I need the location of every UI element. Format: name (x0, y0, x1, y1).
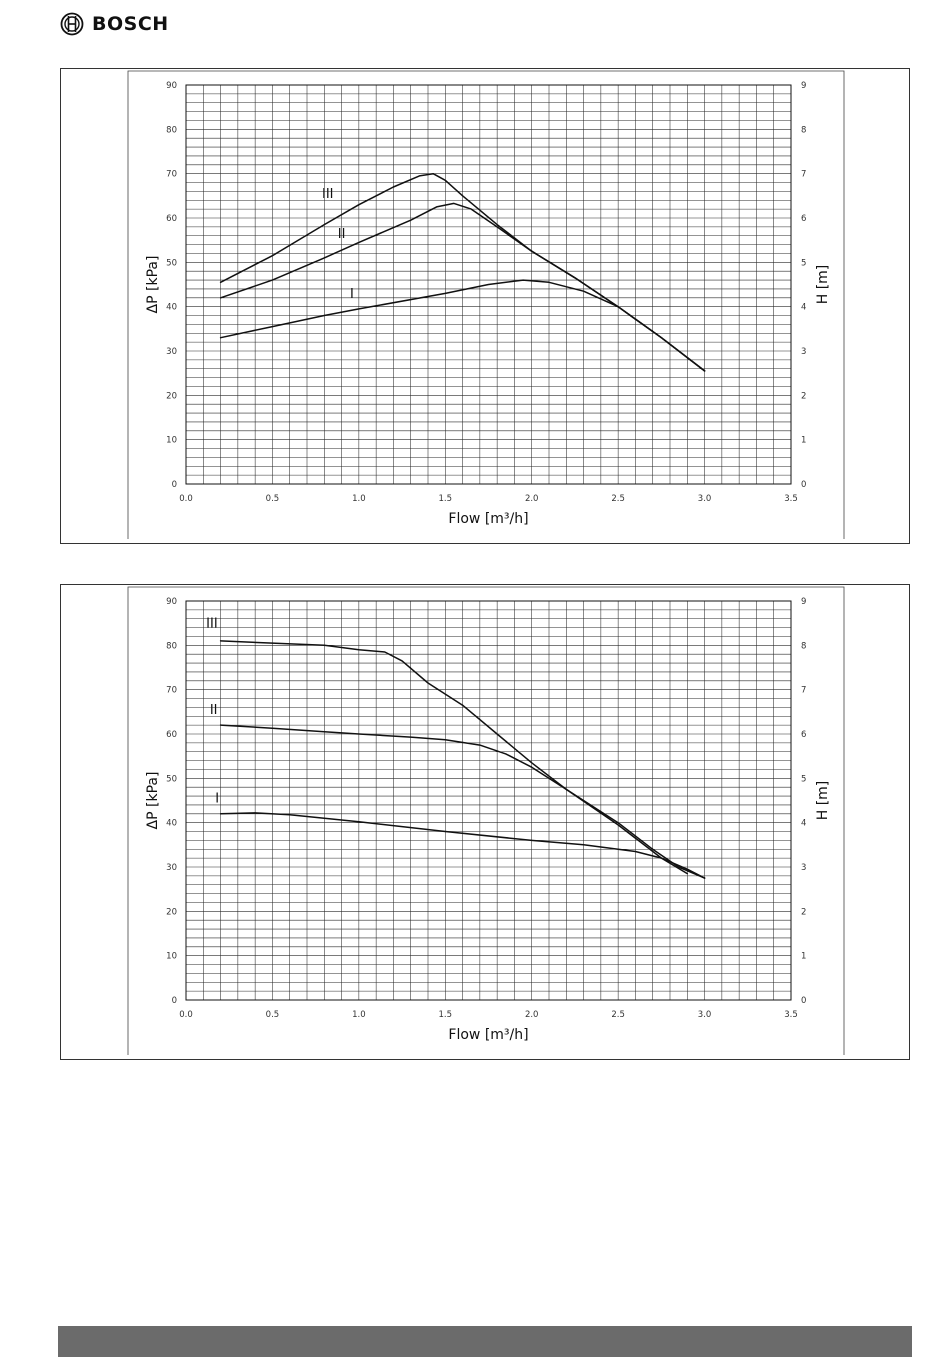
footer-bar (58, 1326, 912, 1357)
chart-1-y2-axis-title: H [m] (815, 265, 831, 305)
chart-2-x-axis-title: Flow [m³/h] (448, 1027, 528, 1043)
chart-2-y-tick-label: 80 (166, 641, 177, 651)
brand-name: BOSCH (92, 13, 169, 35)
chart-2-x-tick-label: 1.0 (352, 1010, 366, 1020)
chart-2-y2-tick-label: 3 (801, 863, 806, 873)
chart-2-svg: 0.0 0.5 1.0 1.5 2.0 2.5 3.0 3.50102030405060708… (127, 586, 845, 1055)
chart-1-x-tick-label: 3.5 (784, 494, 798, 504)
chart-2-y-tick-label: 10 (166, 952, 177, 962)
chart-1-x-tick-label: 1.5 (439, 494, 453, 504)
chart-1-grid (185, 84, 792, 485)
chart-1-curve-label: III (322, 187, 334, 202)
chart-1-x-tick-label: 2.0 (525, 494, 539, 504)
chart-1-y-tick-label: 40 (166, 303, 177, 313)
pump-curve-chart-2: 0.0 0.5 1.0 1.5 2.0 2.5 3.0 3.5 0 10 20 30 40 50 60 70 8… (60, 584, 910, 1060)
chart-1-y-tick-label: 0 (172, 480, 177, 490)
chart-2-y-tick-label: 90 (166, 597, 177, 607)
chart-1-series-i-line (219, 279, 706, 372)
chart-2-x-tick-label: 2.5 (611, 1010, 625, 1020)
chart-2-y2-tick-label: 6 (801, 730, 806, 740)
chart-1-y2-tick-label: 0 (801, 480, 806, 490)
chart-2-y-axis-title: ΔP [kPa] (145, 772, 161, 830)
chart-1-svg: 0.0 0.5 1.0 1.5 2.0 2.5 3.0 3.50102030405060708… (127, 70, 845, 539)
chart-2-y2-tick-label: 1 (801, 952, 806, 962)
chart-1-x-tick-label: 0.5 (266, 494, 280, 504)
chart-1-y-tick-label: 20 (166, 391, 177, 401)
chart-2-series-i-line (219, 812, 706, 879)
chart-2-curve-label: III (206, 617, 218, 632)
chart-1-curve-label: II (338, 227, 346, 242)
chart-1-y-tick-label: 60 (166, 214, 177, 224)
chart-2-x-tick-label: 2.0 (525, 1010, 539, 1020)
chart-2-panel-border (127, 586, 845, 1055)
chart-1-x-tick-label: 3.0 (698, 494, 712, 504)
bosch-armature-icon (60, 12, 84, 36)
chart-2-series-ii-line (219, 724, 706, 879)
chart-1-y2-tick-label: 6 (801, 214, 806, 224)
pump-curve-chart-1: 0.0 0.5 1.0 1.5 2.0 2.5 3.0 3.5 0 10 20 30 40 50 60 70 8… (60, 68, 910, 544)
chart-1-panel-border (127, 70, 845, 539)
chart-1-x-tick-label: 2.5 (611, 494, 625, 504)
chart-1-y-tick-label: 90 (166, 81, 177, 91)
chart-2-y-tick-label: 40 (166, 819, 177, 829)
chart-1-y2-tick-label: 3 (801, 347, 806, 357)
chart-2-y2-tick-label: 4 (801, 819, 806, 829)
chart-2-y-tick-label: 20 (166, 907, 177, 917)
chart-2-grid (185, 600, 792, 1001)
chart-1-y2-tick-label: 9 (801, 81, 806, 91)
chart-2-y2-tick-label: 2 (801, 907, 806, 917)
chart-2-y2-tick-label: 0 (801, 996, 806, 1006)
chart-2-y2-axis-title: H [m] (815, 781, 831, 821)
chart-2-plot-border (185, 600, 792, 1001)
chart-1-plot-border (185, 84, 792, 485)
chart-2-x-tick-label: 3.0 (698, 1010, 712, 1020)
chart-1-x-tick-label: 1.0 (352, 494, 366, 504)
chart-1-y2-tick-label: 8 (801, 125, 806, 135)
chart-1-y2-tick-label: 1 (801, 436, 806, 446)
chart-2-y2-tick-label: 5 (801, 774, 806, 784)
chart-1-y2-tick-label: 4 (801, 303, 806, 313)
chart-2-series-iii-line (219, 640, 689, 875)
chart-2-x-tick-label: 0.0 (179, 1010, 193, 1020)
chart-2-y-tick-label: 30 (166, 863, 177, 873)
chart-1-x-axis-title: Flow [m³/h] (448, 511, 528, 527)
chart-1-y-tick-label: 70 (166, 170, 177, 180)
chart-2-y-tick-label: 60 (166, 730, 177, 740)
chart-2-curve-label: I (215, 792, 219, 807)
chart-1-y-tick-label: 80 (166, 125, 177, 135)
chart-1-y-tick-label: 30 (166, 347, 177, 357)
chart-1-y2-tick-label: 2 (801, 391, 806, 401)
chart-1-y2-tick-label: 7 (801, 170, 806, 180)
chart-1-y-tick-label: 50 (166, 258, 177, 268)
chart-2-y-tick-label: 70 (166, 686, 177, 696)
chart-1-y2-tick-label: 5 (801, 258, 806, 268)
chart-2-x-tick-label: 1.5 (439, 1010, 453, 1020)
chart-2-curve-label: II (210, 703, 218, 718)
chart-1-y-axis-title: ΔP [kPa] (145, 256, 161, 314)
chart-2-y2-tick-label: 9 (801, 597, 806, 607)
chart-2-y2-tick-label: 8 (801, 641, 806, 651)
chart-2-x-tick-label: 3.5 (784, 1010, 798, 1020)
chart-2-x-tick-label: 0.5 (266, 1010, 280, 1020)
chart-2-y2-tick-label: 7 (801, 686, 806, 696)
chart-1-curve-label: I (350, 287, 354, 302)
chart-2-y-tick-label: 50 (166, 774, 177, 784)
chart-1-x-tick-label: 0.0 (179, 494, 193, 504)
chart-2-y-tick-label: 0 (172, 996, 177, 1006)
header: BOSCH (60, 10, 169, 38)
chart-1-y-tick-label: 10 (166, 436, 177, 446)
chart-1-series-ii-line (219, 202, 706, 372)
